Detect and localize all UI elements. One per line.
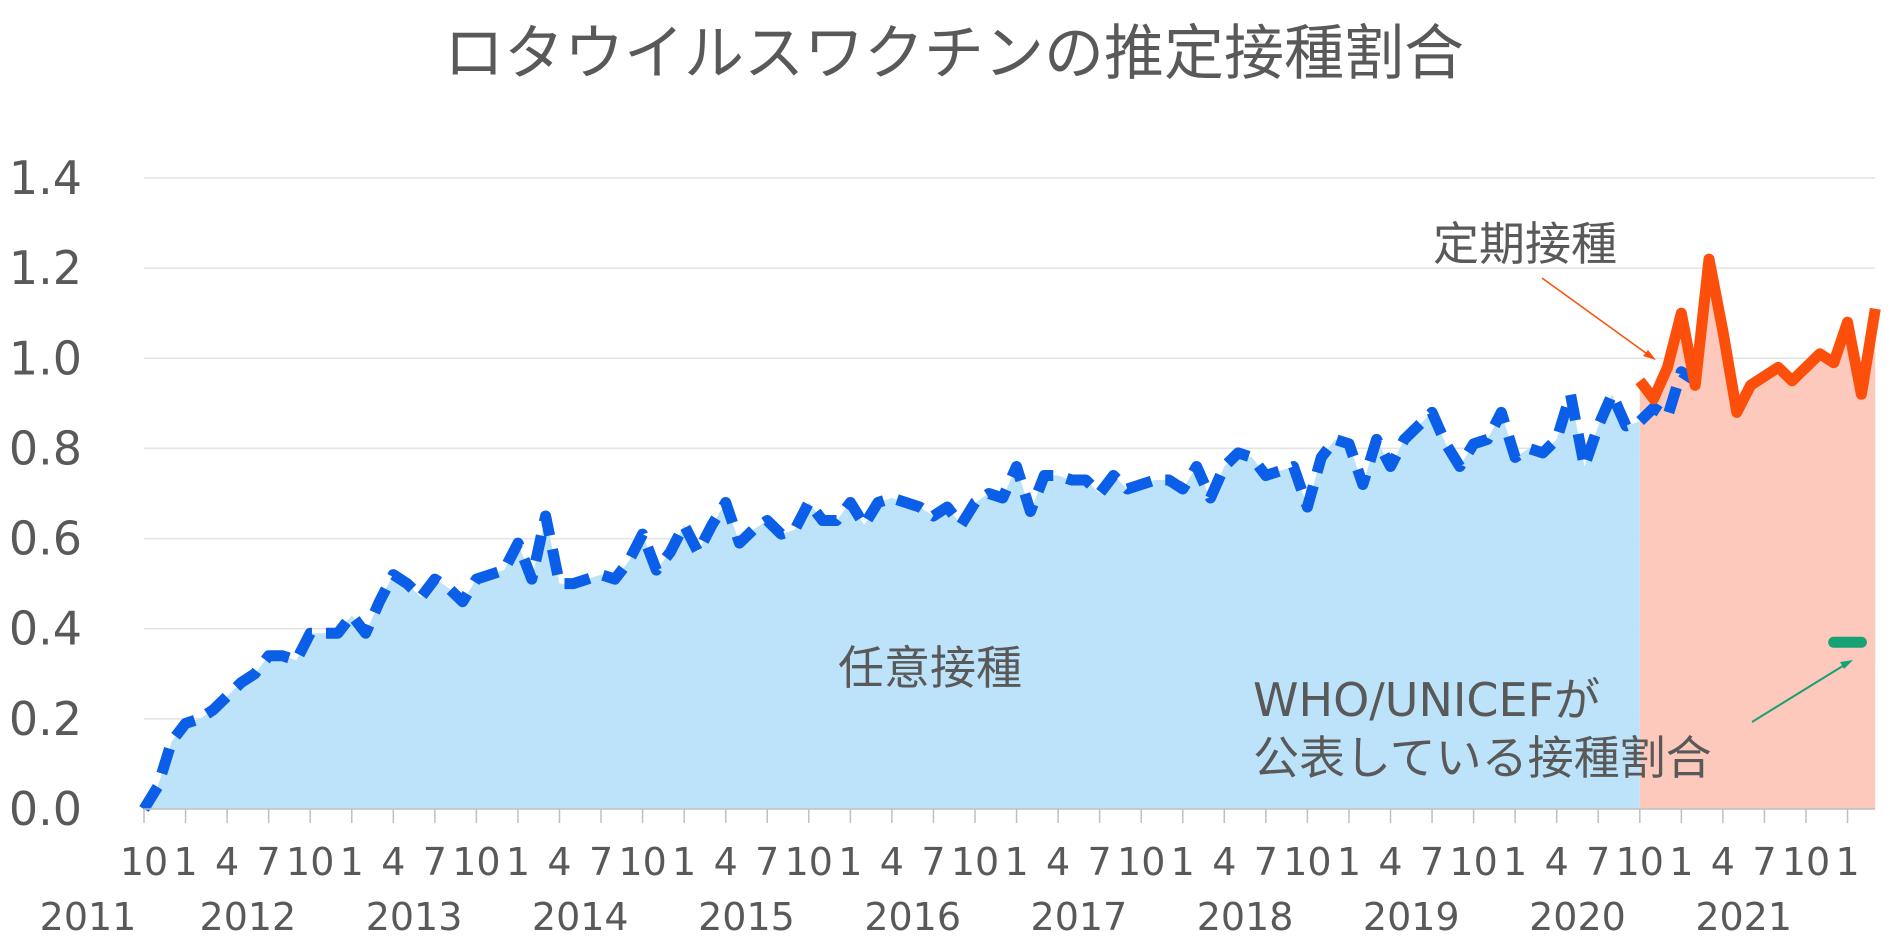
x-tick-label: 7 [423,840,447,884]
x-tick-label: 4 [215,840,239,884]
x-year-label: 2015 [698,895,795,939]
x-tick-label: 1 [1171,840,1195,884]
x-tick-label: 1 [173,840,197,884]
annotation-who-arrow [1751,663,1847,723]
y-tick-label: 1.4 [9,151,82,205]
x-tick-label: 4 [1545,840,1569,884]
x-tick-label: 1 [1337,840,1361,884]
x-tick-label: 7 [755,840,779,884]
x-year-label: 2017 [1031,895,1128,939]
x-year-label: 2021 [1695,895,1792,939]
x-year-label: 2014 [532,895,629,939]
x-tick-label: 10 [618,840,666,884]
x-year-label: 2016 [864,895,961,939]
x-tick-label: 1 [672,840,696,884]
series-line-regular [1635,253,1881,418]
x-year-label: 2020 [1529,895,1626,939]
x-tick-label: 7 [1420,840,1444,884]
x-year-label: 2019 [1363,895,1460,939]
y-tick-label: 0.8 [9,421,82,475]
area-voluntary [144,394,1640,809]
y-axis-ticks: 0.0 0.2 0.4 0.6 0.8 1.0 1.2 1.4 [9,151,82,836]
annotation-who-line2: 公表している接種割合 [1253,731,1712,785]
data-points [143,259,1876,810]
annotation-who-line1: WHO/UNICEFが [1253,673,1600,727]
x-tick-label: 4 [1378,840,1402,884]
x-tick-label: 7 [1254,840,1278,884]
x-tick-label: 10 [951,840,999,884]
x-axis: 10 1 4 7 10 1 4 7 10 1 4 7 10 1 4 7 10 1 4 7 10 1 4 7 10 1 4 7 10 1 4 7… [40,808,1875,939]
x-tick-label: 10 [1616,840,1664,884]
x-year-label: 2012 [200,895,297,939]
x-tick-label: 7 [1752,840,1776,884]
annotation-regular-arrow [1541,277,1651,357]
x-tick-label: 7 [1088,840,1112,884]
x-tick-label: 7 [1586,840,1610,884]
x-tick-label: 10 [1449,840,1497,884]
shaded-areas [144,259,1876,810]
x-tick-label: 4 [714,840,738,884]
y-tick-label: 1.2 [9,241,82,295]
x-tick-label: 1 [1004,840,1028,884]
annotation-who-arrowhead [1840,660,1853,669]
x-tick-label: 4 [1212,840,1236,884]
x-tick-label: 7 [589,840,613,884]
x-tick-label: 4 [880,840,904,884]
x-tick-label: 1 [1669,840,1693,884]
y-tick-label: 1.0 [9,331,82,385]
x-tick-label: 4 [1711,840,1735,884]
annotation-regular-arrowhead [1643,350,1656,360]
y-tick-label: 0.4 [9,602,82,656]
chart-title: ロタウイルスワクチンの推定接種割合 [444,19,1464,89]
x-tick-label: 1 [838,840,862,884]
y-tick-label: 0.6 [9,512,82,566]
x-tick-label: 10 [452,840,500,884]
x-year-label: 2011 [40,895,137,939]
x-tick-label: 1 [340,840,364,884]
x-tick-label: 10 [785,840,833,884]
x-tick-label: 10 [1283,840,1331,884]
x-tick-label: 10 [120,840,168,884]
y-tick-label: 0.2 [9,692,82,746]
annotation-voluntary: 任意接種 [838,641,1022,695]
x-tick-label: 1 [506,840,530,884]
x-tick-label: 10 [1782,840,1830,884]
x-tick-label: 4 [547,840,571,884]
x-tick-label: 4 [1046,840,1070,884]
x-tick-label: 10 [1117,840,1165,884]
x-tick-label: 4 [381,840,405,884]
x-tick-label: 1 [1835,840,1859,884]
x-tick-label: 10 [286,840,334,884]
x-tick-label: 7 [257,840,281,884]
x-tick-label: 1 [1503,840,1527,884]
area-regular [1639,259,1876,810]
x-year-label: 2018 [1197,895,1294,939]
y-tick-label: 0.0 [9,782,82,836]
x-tick-label: 7 [921,840,945,884]
x-year-label: 2013 [366,895,463,939]
annotation-regular: 定期接種 [1433,217,1617,271]
